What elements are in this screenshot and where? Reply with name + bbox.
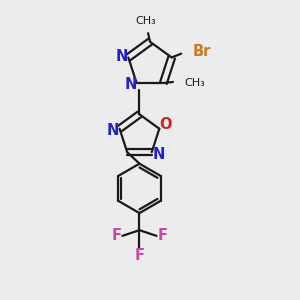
Text: CH₃: CH₃ — [136, 16, 157, 26]
Text: N: N — [152, 146, 165, 161]
Text: N: N — [125, 77, 137, 92]
Text: F: F — [134, 248, 145, 263]
Text: CH₃: CH₃ — [184, 78, 205, 88]
Text: O: O — [159, 117, 171, 132]
Text: N: N — [107, 123, 119, 138]
Text: Br: Br — [193, 44, 211, 59]
Text: F: F — [157, 228, 167, 243]
Text: F: F — [112, 228, 122, 243]
Text: N: N — [116, 49, 128, 64]
